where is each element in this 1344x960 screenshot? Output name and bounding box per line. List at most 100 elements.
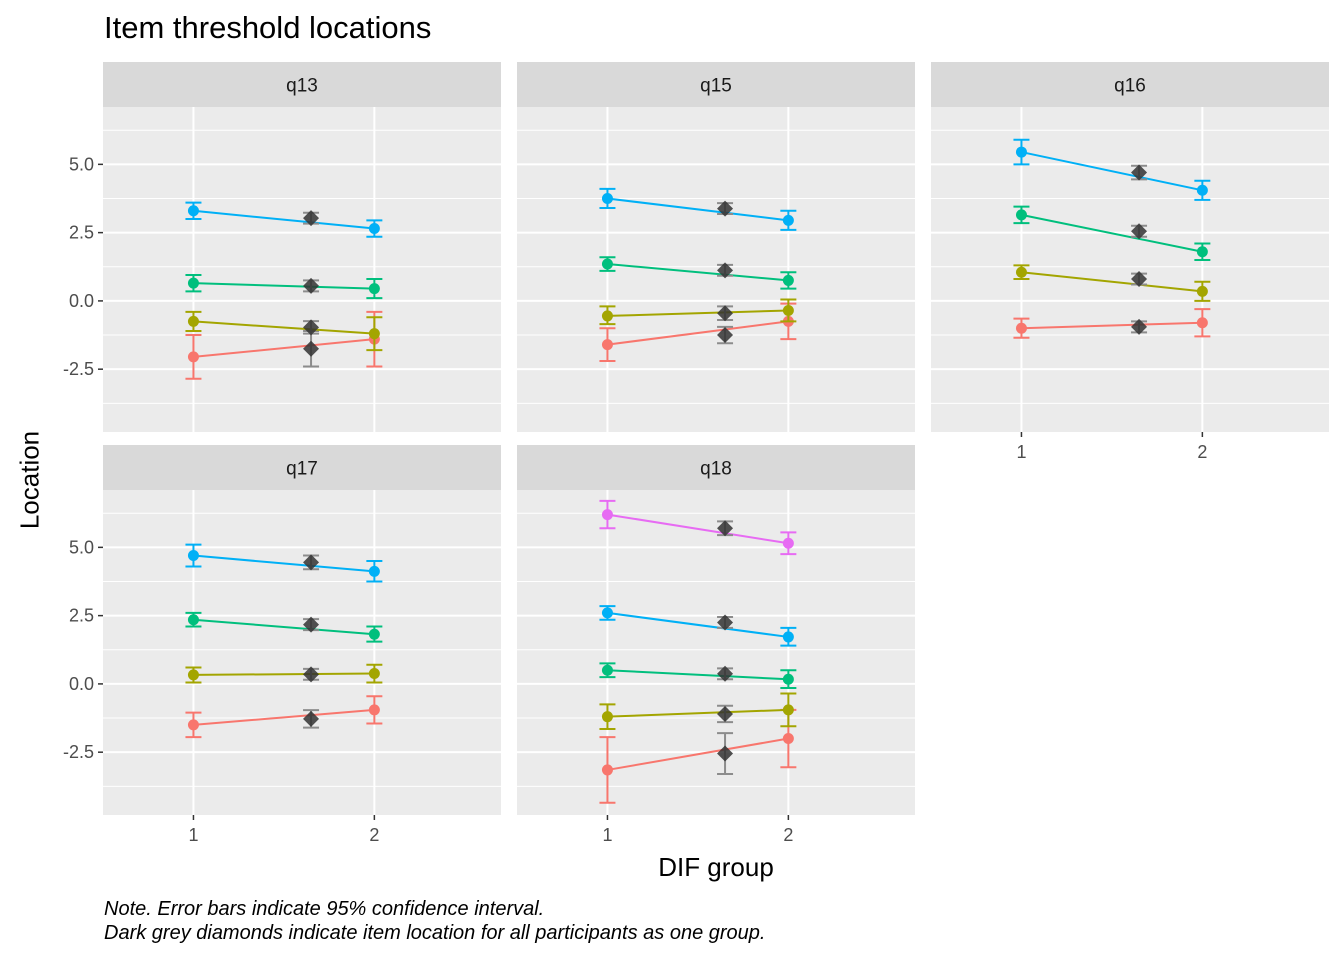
x-tick-label: 1 <box>188 825 198 845</box>
panel-strip-label: q16 <box>1114 76 1146 97</box>
group-point <box>601 192 613 204</box>
group-point <box>1196 184 1208 196</box>
threshold-line <box>607 309 789 317</box>
panel-q16: q16 1 2 <box>931 62 1329 462</box>
group-point <box>1015 322 1027 334</box>
panel-background <box>931 107 1329 432</box>
threshold-series <box>1013 308 1211 339</box>
threshold-series <box>1013 264 1211 302</box>
overall-diamond <box>717 520 734 537</box>
threshold-line <box>607 708 789 718</box>
panel-strip <box>931 62 1329 107</box>
threshold-line <box>193 320 375 335</box>
group-point <box>782 537 794 549</box>
group-point <box>601 764 613 776</box>
overall-diamond <box>303 554 320 571</box>
overall-diamond <box>303 340 320 357</box>
note-line-2: Dark grey diamonds indicate item locatio… <box>104 922 766 944</box>
threshold-line <box>193 618 375 636</box>
group-point <box>187 315 199 327</box>
threshold-line <box>193 672 375 676</box>
overall-diamond <box>1131 223 1148 240</box>
threshold-series <box>599 298 797 326</box>
y-tick-label: 2.5 <box>69 606 94 626</box>
group-point <box>368 628 380 640</box>
threshold-line <box>607 197 789 222</box>
group-point <box>601 339 613 351</box>
note-line-1: Note. Error bars indicate 95% confidence… <box>104 898 545 920</box>
x-tick-label: 2 <box>1197 442 1207 462</box>
overall-diamond <box>303 319 320 336</box>
overall-diamond <box>303 616 320 633</box>
threshold-line <box>1021 271 1203 293</box>
threshold-line <box>607 263 789 282</box>
threshold-line <box>1021 213 1203 253</box>
group-point <box>1015 209 1027 221</box>
x-axis-label: DIF group <box>658 852 774 882</box>
threshold-line <box>193 338 375 358</box>
overall-diamond <box>1131 318 1148 335</box>
group-point <box>782 704 794 716</box>
overall-diamond <box>303 666 320 683</box>
y-tick-label: 5.0 <box>69 537 94 557</box>
overall-diamond <box>717 262 734 279</box>
threshold-line <box>1021 321 1203 330</box>
threshold-series <box>599 692 797 730</box>
group-point <box>1196 246 1208 258</box>
threshold-line <box>607 513 789 545</box>
group-point <box>601 664 613 676</box>
panel-background <box>517 490 915 815</box>
panel-q15: q15 <box>517 62 915 432</box>
group-point <box>601 607 613 619</box>
threshold-series <box>185 695 383 739</box>
threshold-line <box>1021 151 1203 192</box>
group-point <box>601 258 613 270</box>
threshold-series <box>185 310 383 352</box>
group-point <box>1015 146 1027 158</box>
threshold-series <box>599 187 797 231</box>
chart-title: Item threshold locations <box>104 10 432 45</box>
overall-diamond <box>1131 164 1148 181</box>
group-point <box>187 719 199 731</box>
y-tick-label: 2.5 <box>69 223 94 243</box>
group-point <box>782 673 794 685</box>
y-tick-label: 0.0 <box>69 291 94 311</box>
overall-diamond <box>717 614 734 631</box>
threshold-line <box>607 669 789 681</box>
threshold-line <box>607 611 789 638</box>
panel-strip-label: q15 <box>700 76 732 97</box>
group-point <box>1015 266 1027 278</box>
overall-diamond <box>303 710 320 727</box>
overall-diamond <box>717 745 734 762</box>
y-axis-label-wrap: Location <box>10 431 50 529</box>
y-tick-label: -2.5 <box>63 742 94 762</box>
group-point <box>782 274 794 286</box>
group-point <box>782 214 794 226</box>
overall-diamond <box>717 305 734 322</box>
group-point <box>601 310 613 322</box>
group-point <box>187 277 199 289</box>
x-tick-label: 2 <box>369 825 379 845</box>
group-point <box>187 205 199 217</box>
overall-diamond <box>717 665 734 682</box>
panel-background <box>103 107 501 432</box>
group-point <box>368 668 380 680</box>
threshold-line <box>193 282 375 290</box>
panel-strip-label: q18 <box>700 459 732 480</box>
group-point <box>368 328 380 340</box>
x-tick-label: 1 <box>602 825 612 845</box>
threshold-series <box>1013 205 1211 261</box>
threshold-line <box>193 209 375 230</box>
x-tick-label: 1 <box>1016 442 1026 462</box>
overall-diamond <box>717 200 734 217</box>
overall-diamond <box>1131 271 1148 288</box>
panel-background <box>103 490 501 815</box>
group-point <box>368 704 380 716</box>
group-point <box>601 509 613 521</box>
group-point <box>368 223 380 235</box>
threshold-series <box>599 662 797 690</box>
group-point <box>782 733 794 745</box>
panel-q17: q17 5.0 2.5 0.0 -2.5 1 2 <box>63 445 501 845</box>
panel-strip <box>517 445 915 490</box>
threshold-line <box>193 708 375 726</box>
